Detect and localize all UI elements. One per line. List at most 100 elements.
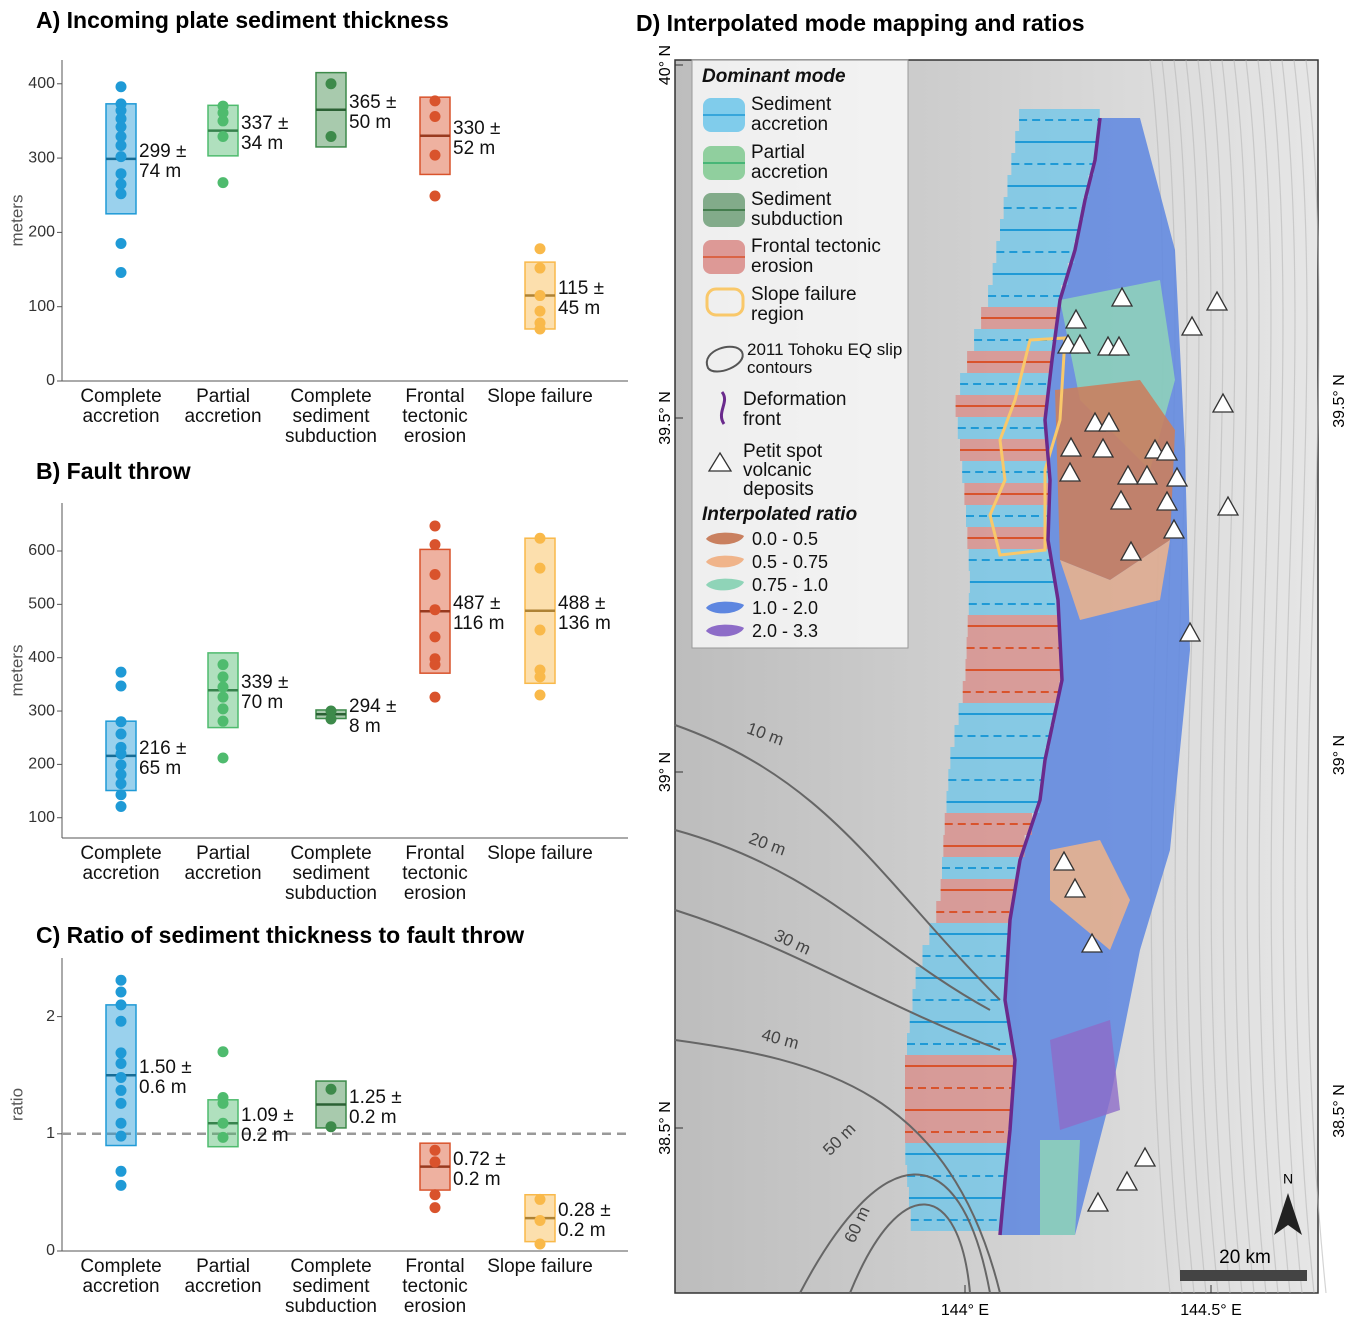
figure: A) Incoming plate sediment thickness mete… — [0, 0, 1354, 1325]
y-axis-label: meters — [7, 645, 26, 697]
longitude-label: 144.5° E — [1180, 1302, 1242, 1319]
data-point — [116, 975, 127, 986]
value-label: 1.25 ± 0.2 m — [349, 1088, 407, 1128]
y-tick-label: 400 — [28, 649, 55, 666]
data-point — [116, 1131, 127, 1142]
latitude-label: 39.5° N — [1331, 374, 1348, 428]
map-title: D) Interpolated mode mapping and ratios — [636, 10, 1085, 36]
x-tick-label: Frontal tectonic erosion — [380, 844, 490, 904]
y-axis-label: meters — [7, 195, 26, 247]
data-point — [535, 306, 546, 317]
legend-label: 2011 Tohoku EQ slip contours — [747, 341, 907, 377]
data-point — [430, 190, 441, 201]
data-point — [535, 323, 546, 334]
legend-label: 1.0 - 2.0 — [752, 598, 902, 618]
legend-label: Frontal tectonic erosion — [751, 237, 906, 277]
legend-label: 0.75 - 1.0 — [752, 575, 902, 595]
latitude-label: 38.5° N — [1331, 1084, 1348, 1138]
scale-label: 20 km — [1219, 1247, 1271, 1268]
data-point — [218, 177, 229, 188]
data-point — [116, 728, 127, 739]
data-point — [116, 1085, 127, 1096]
chart-title: B) Fault throw — [36, 458, 191, 484]
mode-strip — [936, 901, 1011, 923]
x-tick-label: Complete accretion — [66, 844, 176, 884]
legend-title: Interpolated ratio — [702, 505, 902, 525]
data-point — [430, 1189, 441, 1200]
data-point — [326, 78, 337, 89]
value-label: 115 ± 45 m — [558, 279, 616, 319]
legend-title: Dominant mode — [702, 67, 902, 87]
legend-label: Sediment accretion — [751, 95, 851, 135]
data-point — [535, 1215, 546, 1226]
data-point — [218, 659, 229, 670]
data-point — [218, 682, 229, 693]
chart-title: C) Ratio of sediment thickness to fault … — [36, 922, 524, 948]
data-point — [116, 789, 127, 800]
value-label: 365 ± 50 m — [349, 93, 407, 133]
value-label: 0.28 ± 0.2 m — [558, 1201, 616, 1241]
data-point — [116, 999, 127, 1010]
y-axis-label: ratio — [7, 1088, 26, 1121]
data-point — [535, 1238, 546, 1249]
mode-strip — [988, 285, 1061, 307]
data-point — [218, 115, 229, 126]
latitude-label: 39.5° N — [657, 391, 674, 445]
legend-label: Slope failure region — [751, 285, 881, 325]
x-tick-label: Complete sediment subduction — [276, 387, 386, 447]
ratio-zone — [1050, 1020, 1120, 1130]
data-point — [116, 1180, 127, 1191]
data-point — [430, 150, 441, 161]
data-point — [430, 1202, 441, 1213]
data-point — [116, 1058, 127, 1069]
legend-label: Partial accretion — [751, 143, 851, 183]
data-point — [116, 188, 127, 199]
y-tick-label: 0 — [46, 1242, 55, 1259]
y-tick-label: 600 — [28, 542, 55, 559]
data-point — [535, 690, 546, 701]
x-tick-label: Partial accretion — [168, 387, 278, 427]
chart-title: A) Incoming plate sediment thickness — [36, 7, 449, 33]
latitude-label: 40° N — [657, 45, 674, 85]
y-tick-label: 100 — [28, 809, 55, 826]
data-point — [535, 1194, 546, 1205]
data-point — [218, 1046, 229, 1057]
longitude-label: 144° E — [941, 1302, 989, 1319]
data-point — [116, 267, 127, 278]
legend-label: Deformation front — [743, 390, 873, 430]
legend-label: Sediment subduction — [751, 190, 851, 230]
data-point — [535, 624, 546, 635]
data-point — [430, 604, 441, 615]
data-point — [430, 95, 441, 106]
data-point — [116, 238, 127, 249]
value-label: 488 ± 136 m — [558, 594, 616, 634]
value-label: 330 ± 52 m — [453, 119, 511, 159]
x-tick-label: Partial accretion — [168, 1257, 278, 1297]
data-point — [218, 671, 229, 682]
value-label: 294 ± 8 m — [349, 697, 407, 737]
data-point — [116, 151, 127, 162]
data-point — [116, 1166, 127, 1177]
data-point — [430, 659, 441, 670]
data-point — [116, 140, 127, 151]
data-point — [116, 121, 127, 132]
data-point — [326, 131, 337, 142]
value-label: 0.72 ± 0.2 m — [453, 1150, 511, 1190]
data-point — [116, 1118, 127, 1129]
legend-label: 0.0 - 0.5 — [752, 529, 902, 549]
x-tick-label: Complete sediment subduction — [276, 844, 386, 904]
data-point — [430, 1156, 441, 1167]
y-tick-label: 300 — [28, 702, 55, 719]
data-point — [430, 631, 441, 642]
data-point — [535, 563, 546, 574]
data-point — [218, 131, 229, 142]
latitude-label: 38.5° N — [657, 1101, 674, 1155]
data-point — [218, 716, 229, 727]
value-label: 487 ± 116 m — [453, 594, 511, 634]
y-tick-label: 1 — [46, 1125, 55, 1142]
data-point — [218, 1118, 229, 1129]
data-point — [116, 168, 127, 179]
data-point — [116, 748, 127, 759]
data-point — [430, 1145, 441, 1156]
x-tick-label: Slope failure — [485, 1257, 595, 1277]
